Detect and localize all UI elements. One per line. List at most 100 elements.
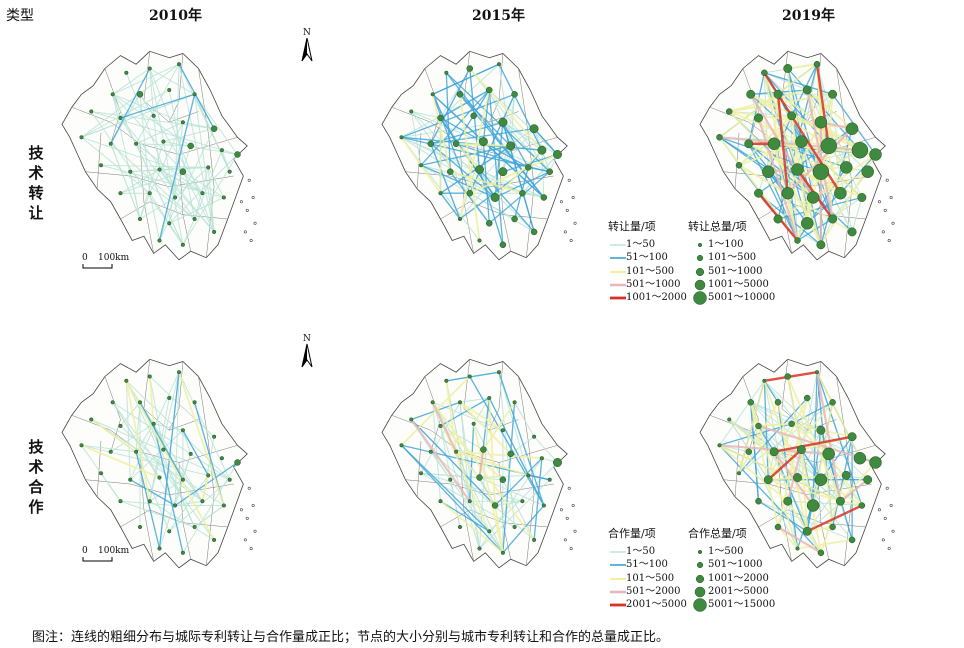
legend-node-swatch [695, 267, 705, 277]
island [573, 529, 577, 533]
city-node [147, 191, 152, 196]
city-node [736, 471, 742, 476]
city-node [467, 499, 472, 504]
flow-link [112, 94, 141, 220]
city-node [157, 238, 162, 243]
city-node [747, 399, 754, 406]
flow-link [800, 140, 863, 199]
flow-link [763, 380, 779, 403]
city-node [511, 215, 518, 223]
city-node [755, 422, 762, 430]
flow-link [168, 89, 196, 220]
city-node [762, 378, 767, 383]
legend-node-class: 1～100 [708, 239, 744, 250]
flow-link [787, 63, 818, 70]
scale-bar-top: 0 100km [82, 253, 142, 273]
flow-link [411, 111, 441, 119]
flow-link [149, 376, 164, 450]
city-node [863, 475, 873, 485]
flow-link [738, 380, 766, 474]
island [565, 208, 569, 212]
city-node [526, 473, 531, 478]
flow-link [81, 89, 170, 138]
flow-link [488, 89, 558, 155]
city-node [409, 417, 414, 422]
flow-link [401, 121, 503, 138]
city-node [511, 91, 518, 98]
flow-link [135, 402, 141, 452]
flow-link [728, 110, 802, 143]
city-node [147, 66, 152, 71]
flow-link [455, 451, 481, 479]
city-node [79, 443, 84, 448]
city-node [192, 216, 197, 222]
legend-node-swatch [694, 279, 706, 291]
city-node [496, 62, 502, 67]
legend-node-swatch [693, 291, 707, 305]
city-node [791, 163, 804, 176]
city-node [167, 221, 172, 226]
flow-link [528, 474, 550, 481]
city-node [754, 188, 763, 198]
flow-link [494, 171, 550, 199]
city-node [151, 113, 156, 118]
flow-link [110, 68, 151, 145]
city-node [438, 191, 443, 196]
island [247, 486, 251, 490]
city-node [447, 168, 454, 175]
legend-node-class: 501～1000 [708, 266, 763, 277]
city-boundary [742, 376, 759, 452]
island [249, 239, 253, 243]
city-node [486, 220, 493, 227]
flow-link [839, 154, 876, 194]
city-node [717, 443, 722, 448]
flow-link [510, 436, 535, 455]
island [243, 230, 247, 234]
city-node [98, 471, 104, 476]
flow-link [401, 136, 523, 194]
island [245, 516, 249, 520]
island [567, 178, 571, 182]
legend-transfer: 转让量/项 转让总量/项 1～50 51～100 101～500 501～100… [606, 220, 781, 310]
flow-link [420, 89, 490, 166]
map-panel [61, 358, 257, 569]
flow-link [533, 436, 558, 463]
flow-link [445, 72, 551, 173]
flow-link [120, 117, 137, 145]
map-panel [699, 358, 895, 569]
city-node [845, 122, 859, 135]
city-node [399, 443, 404, 448]
flow-link [482, 89, 490, 142]
flow-link [719, 136, 769, 173]
flow-link [541, 150, 545, 198]
city-node [788, 420, 795, 428]
city-node [525, 164, 532, 171]
city-node [110, 92, 115, 97]
city-node [491, 502, 499, 509]
city-node [418, 471, 424, 476]
flow-link [420, 402, 461, 474]
flow-link [163, 128, 215, 143]
island [889, 503, 893, 507]
city-node [221, 195, 226, 200]
flow-link [719, 444, 841, 503]
island [881, 538, 885, 542]
legend-line-class: 1～50 [626, 239, 656, 250]
flow-link [120, 500, 176, 506]
flow-link [431, 401, 535, 541]
island [559, 200, 563, 204]
legend-line-class: 51～100 [626, 252, 668, 263]
city-node [219, 456, 224, 461]
city-node [841, 470, 851, 480]
city-node [829, 523, 836, 531]
type-header: 类型 [6, 8, 34, 24]
city-node [530, 228, 538, 236]
flow-link [401, 444, 504, 554]
city-node [814, 370, 820, 375]
city-node [428, 449, 433, 454]
city-node [444, 70, 449, 75]
city-node [735, 162, 743, 169]
island [569, 546, 573, 550]
flow-link [136, 143, 191, 147]
city-node [173, 195, 178, 200]
